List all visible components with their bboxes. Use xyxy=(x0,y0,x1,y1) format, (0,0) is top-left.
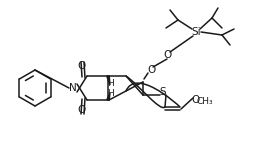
Text: O: O xyxy=(164,50,172,60)
Text: N: N xyxy=(69,83,77,93)
Text: O: O xyxy=(77,105,85,115)
Text: O: O xyxy=(77,61,85,71)
Polygon shape xyxy=(107,76,110,85)
Text: H: H xyxy=(107,80,113,88)
Text: S: S xyxy=(160,87,166,97)
Text: CH₃: CH₃ xyxy=(197,98,213,106)
Polygon shape xyxy=(107,93,110,100)
Text: H: H xyxy=(107,89,113,99)
Text: O: O xyxy=(192,95,200,105)
Text: Si: Si xyxy=(191,27,201,37)
Text: O: O xyxy=(147,65,155,75)
